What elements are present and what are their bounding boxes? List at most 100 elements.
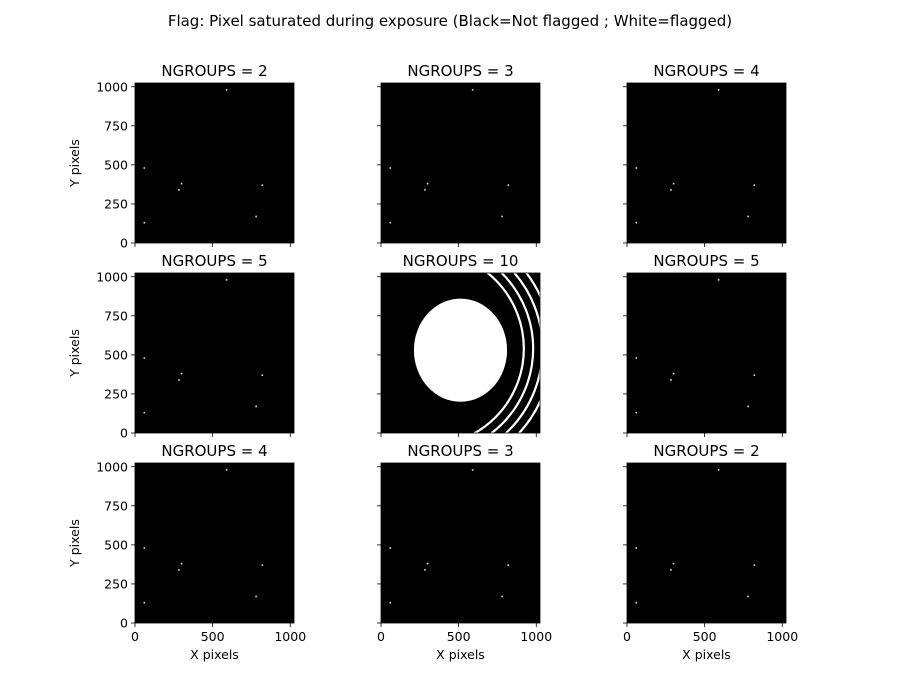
y-tick-label: 0 [120,616,128,631]
flagged-pixel [753,184,756,186]
x-tick-label: 0 [623,629,631,644]
panel-6: NGROUPS = 5 [623,252,787,437]
y-axis-label: Y pixels [67,139,82,188]
flag-marks [143,469,264,604]
flagged-pixel [670,189,672,191]
flagged-pixel [180,182,183,185]
flagged-pixel [143,167,146,169]
panel-title: NGROUPS = 4 [653,62,759,80]
panel-3: NGROUPS = 4 [623,62,787,247]
panel-9: NGROUPS = 2 0 500 1000 X pixels [623,442,798,662]
panel-image [135,83,294,243]
x-axis-label: X pixels [190,647,239,662]
panel-title: NGROUPS = 5 [653,252,759,270]
flagged-pixel [225,469,228,471]
flagged-pixel [501,595,503,598]
flagged-pixel [672,562,675,565]
flagged-pixel [717,469,720,471]
flagged-pixel [635,167,638,169]
flagged-pixel [635,221,638,224]
flagged-pixel [426,562,429,565]
flagged-pixel [672,372,675,375]
flagged-pixel [747,595,749,598]
panel-title: NGROUPS = 2 [653,442,759,460]
panel-grid: NGROUPS = 2 0 250 500 750 1000 Y pixels NGROUPS… [67,62,798,662]
flagged-pixel [143,547,146,549]
flagged-pixel [389,601,392,604]
flagged-pixel [255,595,257,598]
flagged-pixel [471,89,474,91]
axes-frame [380,462,541,624]
flagged-pixel [255,405,257,408]
flagged-pixel [717,89,720,91]
x-tick-label: 0 [131,629,139,644]
y-tick-label: 500 [104,347,128,362]
panel-image [381,83,540,243]
flagged-pixel [672,182,675,185]
x-tick-label: 1000 [766,629,798,644]
axes-frame [134,272,295,434]
axes-frame [626,82,787,244]
flagged-pixel [389,221,392,224]
y-tick-label: 250 [104,386,128,401]
x-tick-label: 0 [377,629,385,644]
x-axis-label: X pixels [682,647,731,662]
y-tick-label: 250 [104,196,128,211]
y-tick-label: 0 [120,426,128,441]
flagged-pixel [178,189,180,191]
panel-title: NGROUPS = 10 [403,252,519,270]
flagged-pixel [471,469,474,471]
panel-image [627,463,786,623]
flagged-pixel [261,184,264,186]
flagged-pixel [753,564,756,566]
flag-marks [389,469,510,604]
flagged-pixel [635,357,638,359]
flagged-pixel [501,215,503,218]
flagged-pixel [507,184,510,186]
y-tick-label: 750 [104,498,128,513]
panel-image [135,463,294,623]
panel-8: NGROUPS = 3 0 500 1000 X pixels [377,442,552,662]
y-tick-label: 1000 [96,269,128,284]
panel-image [627,83,786,243]
flag-marks [635,279,756,414]
y-tick-label: 500 [104,157,128,172]
panel-title: NGROUPS = 4 [161,442,267,460]
flagged-pixel [507,564,510,566]
figure-title: Flag: Pixel saturated during exposure (B… [168,12,732,30]
y-tick-label: 500 [104,537,128,552]
flagged-pixel [178,379,180,381]
x-tick-label: 500 [693,629,717,644]
flag-marks [389,89,510,224]
panel-1: NGROUPS = 2 0 250 500 750 1000 Y pixels [67,62,295,251]
flagged-pixel [670,379,672,381]
flagged-pixel [178,569,180,571]
panel-5: NGROUPS = 10 [377,252,541,437]
axes-frame [380,82,541,244]
saturated-ring [489,273,535,433]
flag-marks [635,469,756,604]
panel-2: NGROUPS = 3 [377,62,541,247]
flagged-pixel [261,564,264,566]
flag-marks [635,89,756,224]
panel-7: NGROUPS = 4 0 500 1000 X pixels 0 250 500 750 100… [67,442,306,662]
flag-marks [143,279,264,414]
flagged-pixel [426,182,429,185]
flagged-pixel [180,562,183,565]
axes-frame [626,272,787,434]
panel-title: NGROUPS = 5 [161,252,267,270]
x-tick-label: 1000 [274,629,306,644]
panel-4: NGROUPS = 5 0 250 500 750 1000 Y pixels [67,252,295,441]
axes-frame [134,82,295,244]
y-tick-label: 750 [104,118,128,133]
flagged-pixel [180,372,183,375]
flagged-pixel [635,601,638,604]
flagged-pixel [747,405,749,408]
panel-title: NGROUPS = 2 [161,62,267,80]
y-axis-label: Y pixels [67,329,82,378]
x-axis-label: X pixels [436,647,485,662]
flagged-pixel [225,279,228,281]
flagged-pixel [255,215,257,218]
panel-image [135,273,294,433]
flagged-pixel [424,569,426,571]
